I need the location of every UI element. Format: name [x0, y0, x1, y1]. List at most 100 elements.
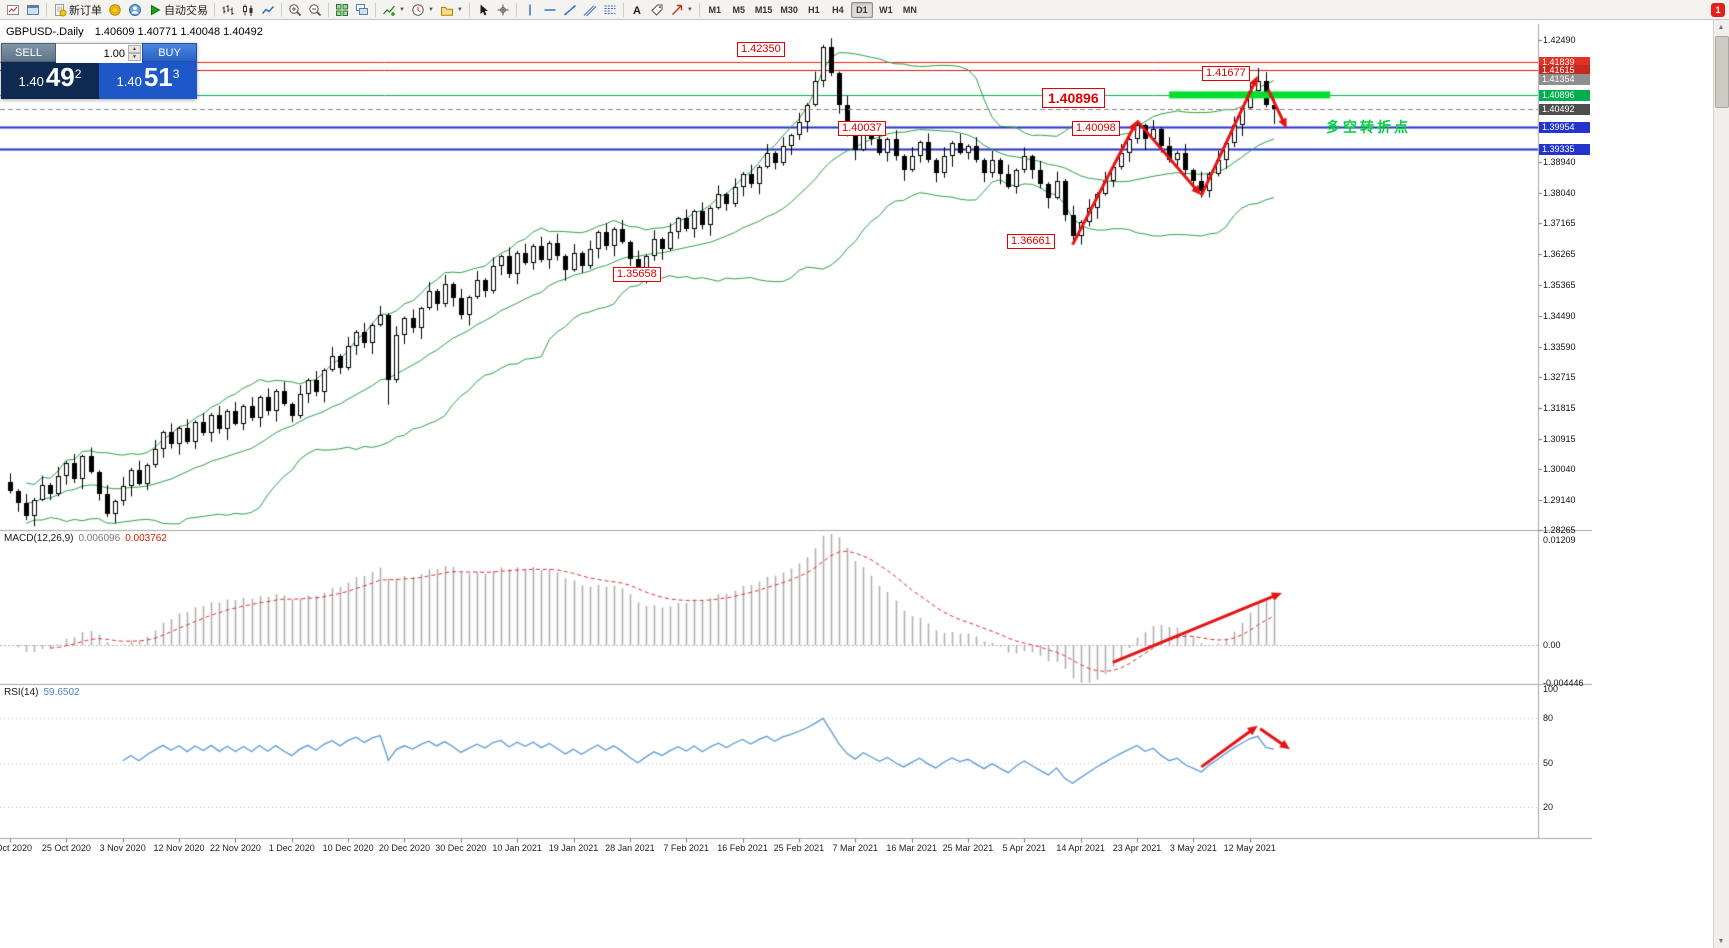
timeframe-m15-button[interactable]: M15 — [752, 2, 776, 18]
channel-button[interactable] — [580, 1, 600, 19]
price-callout[interactable]: 1.36661 — [1007, 234, 1055, 249]
fibo-icon — [604, 5, 616, 14]
textA-icon: A — [633, 5, 641, 17]
timeframe-m5-button[interactable]: M5 — [728, 2, 750, 18]
price-scale-label: 1.32715 — [1543, 371, 1576, 382]
timeframe-w1-button[interactable]: W1 — [875, 2, 897, 18]
trendline-button[interactable] — [560, 1, 580, 19]
price-scale-tag: 1.39954 — [1539, 122, 1590, 134]
fibonacci-button[interactable] — [600, 1, 620, 19]
crosshair-button[interactable] — [493, 1, 513, 19]
rsi-scale-label: 80 — [1543, 713, 1554, 724]
window-list-button[interactable] — [23, 1, 43, 19]
bars-icon — [222, 4, 234, 15]
scroll-down-button[interactable]: ▼ — [1717, 937, 1725, 945]
chart-plus-icon — [7, 4, 19, 15]
buy-button[interactable]: BUY — [142, 43, 197, 62]
price-callout[interactable]: 1.40037 — [838, 121, 886, 136]
new-chart-button[interactable] — [3, 1, 23, 19]
price-scale-label: 1.31815 — [1543, 402, 1576, 413]
vline-icon — [529, 4, 531, 15]
price-scale-label: 1.35365 — [1543, 280, 1576, 291]
dropdown-caret-icon: ▼ — [427, 6, 434, 13]
play-icon — [151, 4, 161, 15]
notification-count-badge: 1 — [1715, 5, 1721, 15]
time-scale-label: 3 May 2021 — [1169, 843, 1217, 853]
price-scale-label: 1.29140 — [1543, 494, 1576, 505]
arrows-button[interactable]: ▼ — [667, 1, 696, 19]
cascade-icon — [356, 3, 368, 15]
autotrading-button[interactable]: 自动交易 — [145, 1, 211, 19]
buy-price-big: 51 — [143, 62, 173, 92]
buy-price-sup: 3 — [172, 67, 180, 81]
window-grid-icon — [27, 4, 39, 15]
timeframe-m1-button[interactable]: M1 — [704, 2, 726, 18]
cascade-windows-button[interactable] — [352, 1, 372, 19]
tile-windows-button[interactable] — [332, 1, 352, 19]
zoom-in-button[interactable] — [285, 1, 305, 19]
periods-button[interactable]: ▼ — [408, 1, 437, 19]
horizontal-line-button[interactable] — [540, 1, 560, 19]
lot-increase-button[interactable]: ▲ — [128, 45, 141, 53]
toolbar-separator — [515, 2, 517, 17]
candlestick-chart-button[interactable] — [238, 1, 258, 19]
template-icon — [440, 6, 453, 16]
cursor-button[interactable] — [473, 1, 493, 19]
chart-symbol-period: GBPUSD-.Daily — [6, 26, 84, 38]
hline-icon — [544, 8, 556, 11]
templates-button[interactable]: ▼ — [437, 1, 466, 19]
indicator-icon — [383, 5, 395, 16]
timeframe-mn-button[interactable]: MN — [899, 2, 921, 18]
scrollbar-thumb[interactable] — [1715, 36, 1729, 108]
sell-price-sup: 2 — [74, 67, 82, 81]
lot-decrease-button[interactable]: ▼ — [128, 53, 141, 61]
timeframe-d1-button[interactable]: D1 — [850, 1, 873, 18]
dropdown-caret-icon: ▼ — [686, 6, 693, 13]
sell-button[interactable]: SELL — [1, 43, 56, 62]
dropdown-caret-icon: ▼ — [456, 6, 463, 13]
buy-price-panel[interactable]: 1.40 51 3 — [99, 62, 197, 99]
timeframe-m30-button[interactable]: M30 — [777, 2, 801, 18]
sell-price-prefix: 1.40 — [18, 74, 44, 89]
time-scale-label: 25 Oct 2020 — [41, 843, 91, 853]
price-callout[interactable]: 1.42350 — [737, 42, 785, 57]
vertical-line-button[interactable] — [520, 1, 540, 19]
tile-icon — [336, 3, 348, 16]
scroll-up-button[interactable]: ▲ — [1717, 23, 1725, 31]
price-callout[interactable]: 1.35658 — [613, 267, 661, 282]
bar-chart-button[interactable] — [218, 1, 238, 19]
lot-size-input[interactable] — [56, 45, 142, 63]
price-scale-label: 1.33590 — [1543, 341, 1576, 352]
sell-price-panel[interactable]: 1.40 49 2 — [1, 62, 99, 99]
time-scale-label: 23 Apr 2021 — [1112, 843, 1162, 853]
main-toolbar: 新订单 自动交易 ▼ ▼ ▼ A ▼ M1 M5 M15 M30 H1 H4 D1 W1 MN — [0, 0, 1729, 20]
notifications-icon[interactable]: 1 — [1711, 3, 1725, 17]
chart-note[interactable]: 多空转折点 — [1326, 119, 1411, 135]
new-order-button[interactable]: 新订单 — [50, 1, 105, 19]
price-callout[interactable]: 1.40098 — [1072, 121, 1120, 136]
timeframe-h4-button[interactable]: H4 — [827, 2, 849, 18]
one-click-trading-panel: SELL ▲ ▼ BUY 1.40 49 2 1.40 51 3 — [1, 43, 197, 99]
clock-icon — [412, 3, 424, 16]
price-callout[interactable]: 1.41677 — [1202, 66, 1250, 81]
community-button[interactable] — [125, 1, 145, 19]
price-scale-tag: 1.41354 — [1539, 74, 1590, 86]
price-callout[interactable]: 1.40896 — [1042, 88, 1105, 108]
time-scale-label: 30 Dec 2020 — [435, 843, 487, 853]
vertical-scrollbar[interactable]: ▲ ▼ — [1713, 20, 1729, 948]
time-scale-label: 5 Apr 2021 — [1002, 843, 1047, 853]
funds-button[interactable] — [105, 1, 125, 19]
zoom-in-icon — [289, 3, 302, 16]
time-scale-label: 25 Mar 2021 — [942, 843, 994, 853]
zoom-out-button[interactable] — [305, 1, 325, 19]
timeframe-h1-button[interactable]: H1 — [803, 2, 825, 18]
text-label-button[interactable] — [647, 1, 667, 19]
text-button[interactable]: A — [627, 1, 647, 19]
line-chart-button[interactable] — [258, 1, 278, 19]
chart-ohlc-values: 1.40609 1.40771 1.40048 1.40492 — [94, 26, 263, 38]
price-scale-label: 1.42490 — [1543, 35, 1576, 45]
toolbar-separator — [214, 2, 215, 17]
indicators-button[interactable]: ▼ — [379, 1, 408, 19]
